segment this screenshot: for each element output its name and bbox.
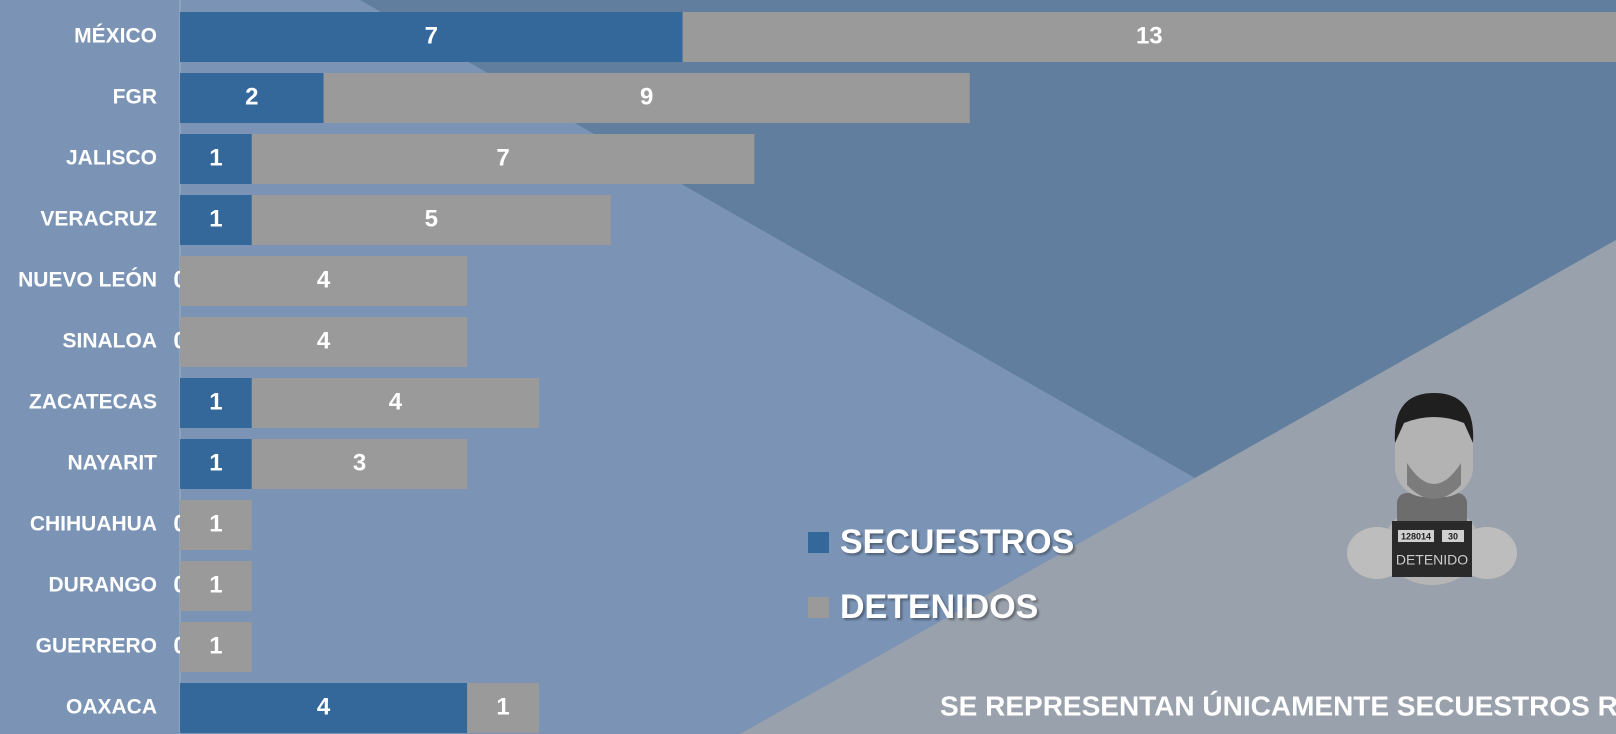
category-label: SINALOA bbox=[63, 330, 158, 353]
value-label: 1 bbox=[209, 144, 222, 171]
category-label: JALISCO bbox=[66, 147, 157, 170]
legend-label: DETENIDOS bbox=[840, 588, 1038, 626]
page: {"chart_data": {"type": "stacked-bar-hor… bbox=[0, 0, 1616, 734]
category-label: OAXACA bbox=[66, 696, 157, 719]
category-label: FGR bbox=[113, 86, 157, 109]
value-label: 5 bbox=[425, 205, 438, 232]
annotation: SE REPRESENTAN ÚNICAMENTE SECUESTROS REC bbox=[940, 690, 1616, 721]
value-label: 7 bbox=[496, 144, 509, 171]
value-label: 4 bbox=[317, 327, 331, 354]
value-label: 13 bbox=[1136, 22, 1163, 49]
category-label: GUERRERO bbox=[36, 635, 157, 658]
category-label: NAYARIT bbox=[68, 452, 158, 475]
value-label: 1 bbox=[209, 571, 222, 598]
value-label: 4 bbox=[317, 693, 331, 720]
icon-label: DETENIDO bbox=[1396, 552, 1468, 568]
value-label: 3 bbox=[353, 449, 366, 476]
category-label: NUEVO LEÓN bbox=[18, 268, 157, 292]
value-label: 1 bbox=[209, 449, 222, 476]
value-label: 9 bbox=[640, 83, 653, 110]
icon-number: 30 bbox=[1448, 531, 1458, 541]
icon-number: 128014 bbox=[1401, 531, 1431, 541]
legend-swatch bbox=[808, 532, 829, 553]
category-label: DURANGO bbox=[49, 574, 158, 597]
value-label: 1 bbox=[496, 693, 509, 720]
value-label: 1 bbox=[209, 510, 222, 537]
legend-swatch bbox=[808, 597, 829, 618]
value-label: 2 bbox=[245, 83, 258, 110]
value-label: 7 bbox=[425, 22, 438, 49]
category-label: MÉXICO bbox=[74, 25, 157, 48]
value-label: 4 bbox=[317, 266, 331, 293]
value-label: 1 bbox=[209, 632, 222, 659]
category-label: VERACRUZ bbox=[40, 208, 157, 231]
value-label: 1 bbox=[209, 205, 222, 232]
chart: MÉXICO713FGR29JALISCO17VERACRUZ15NUEVO L… bbox=[0, 0, 1616, 734]
legend-label: SECUESTROS bbox=[840, 523, 1074, 561]
value-label: 4 bbox=[389, 388, 403, 415]
value-label: 1 bbox=[209, 388, 222, 415]
category-label: ZACATECAS bbox=[29, 391, 157, 414]
category-label: CHIHUAHUA bbox=[30, 513, 157, 536]
